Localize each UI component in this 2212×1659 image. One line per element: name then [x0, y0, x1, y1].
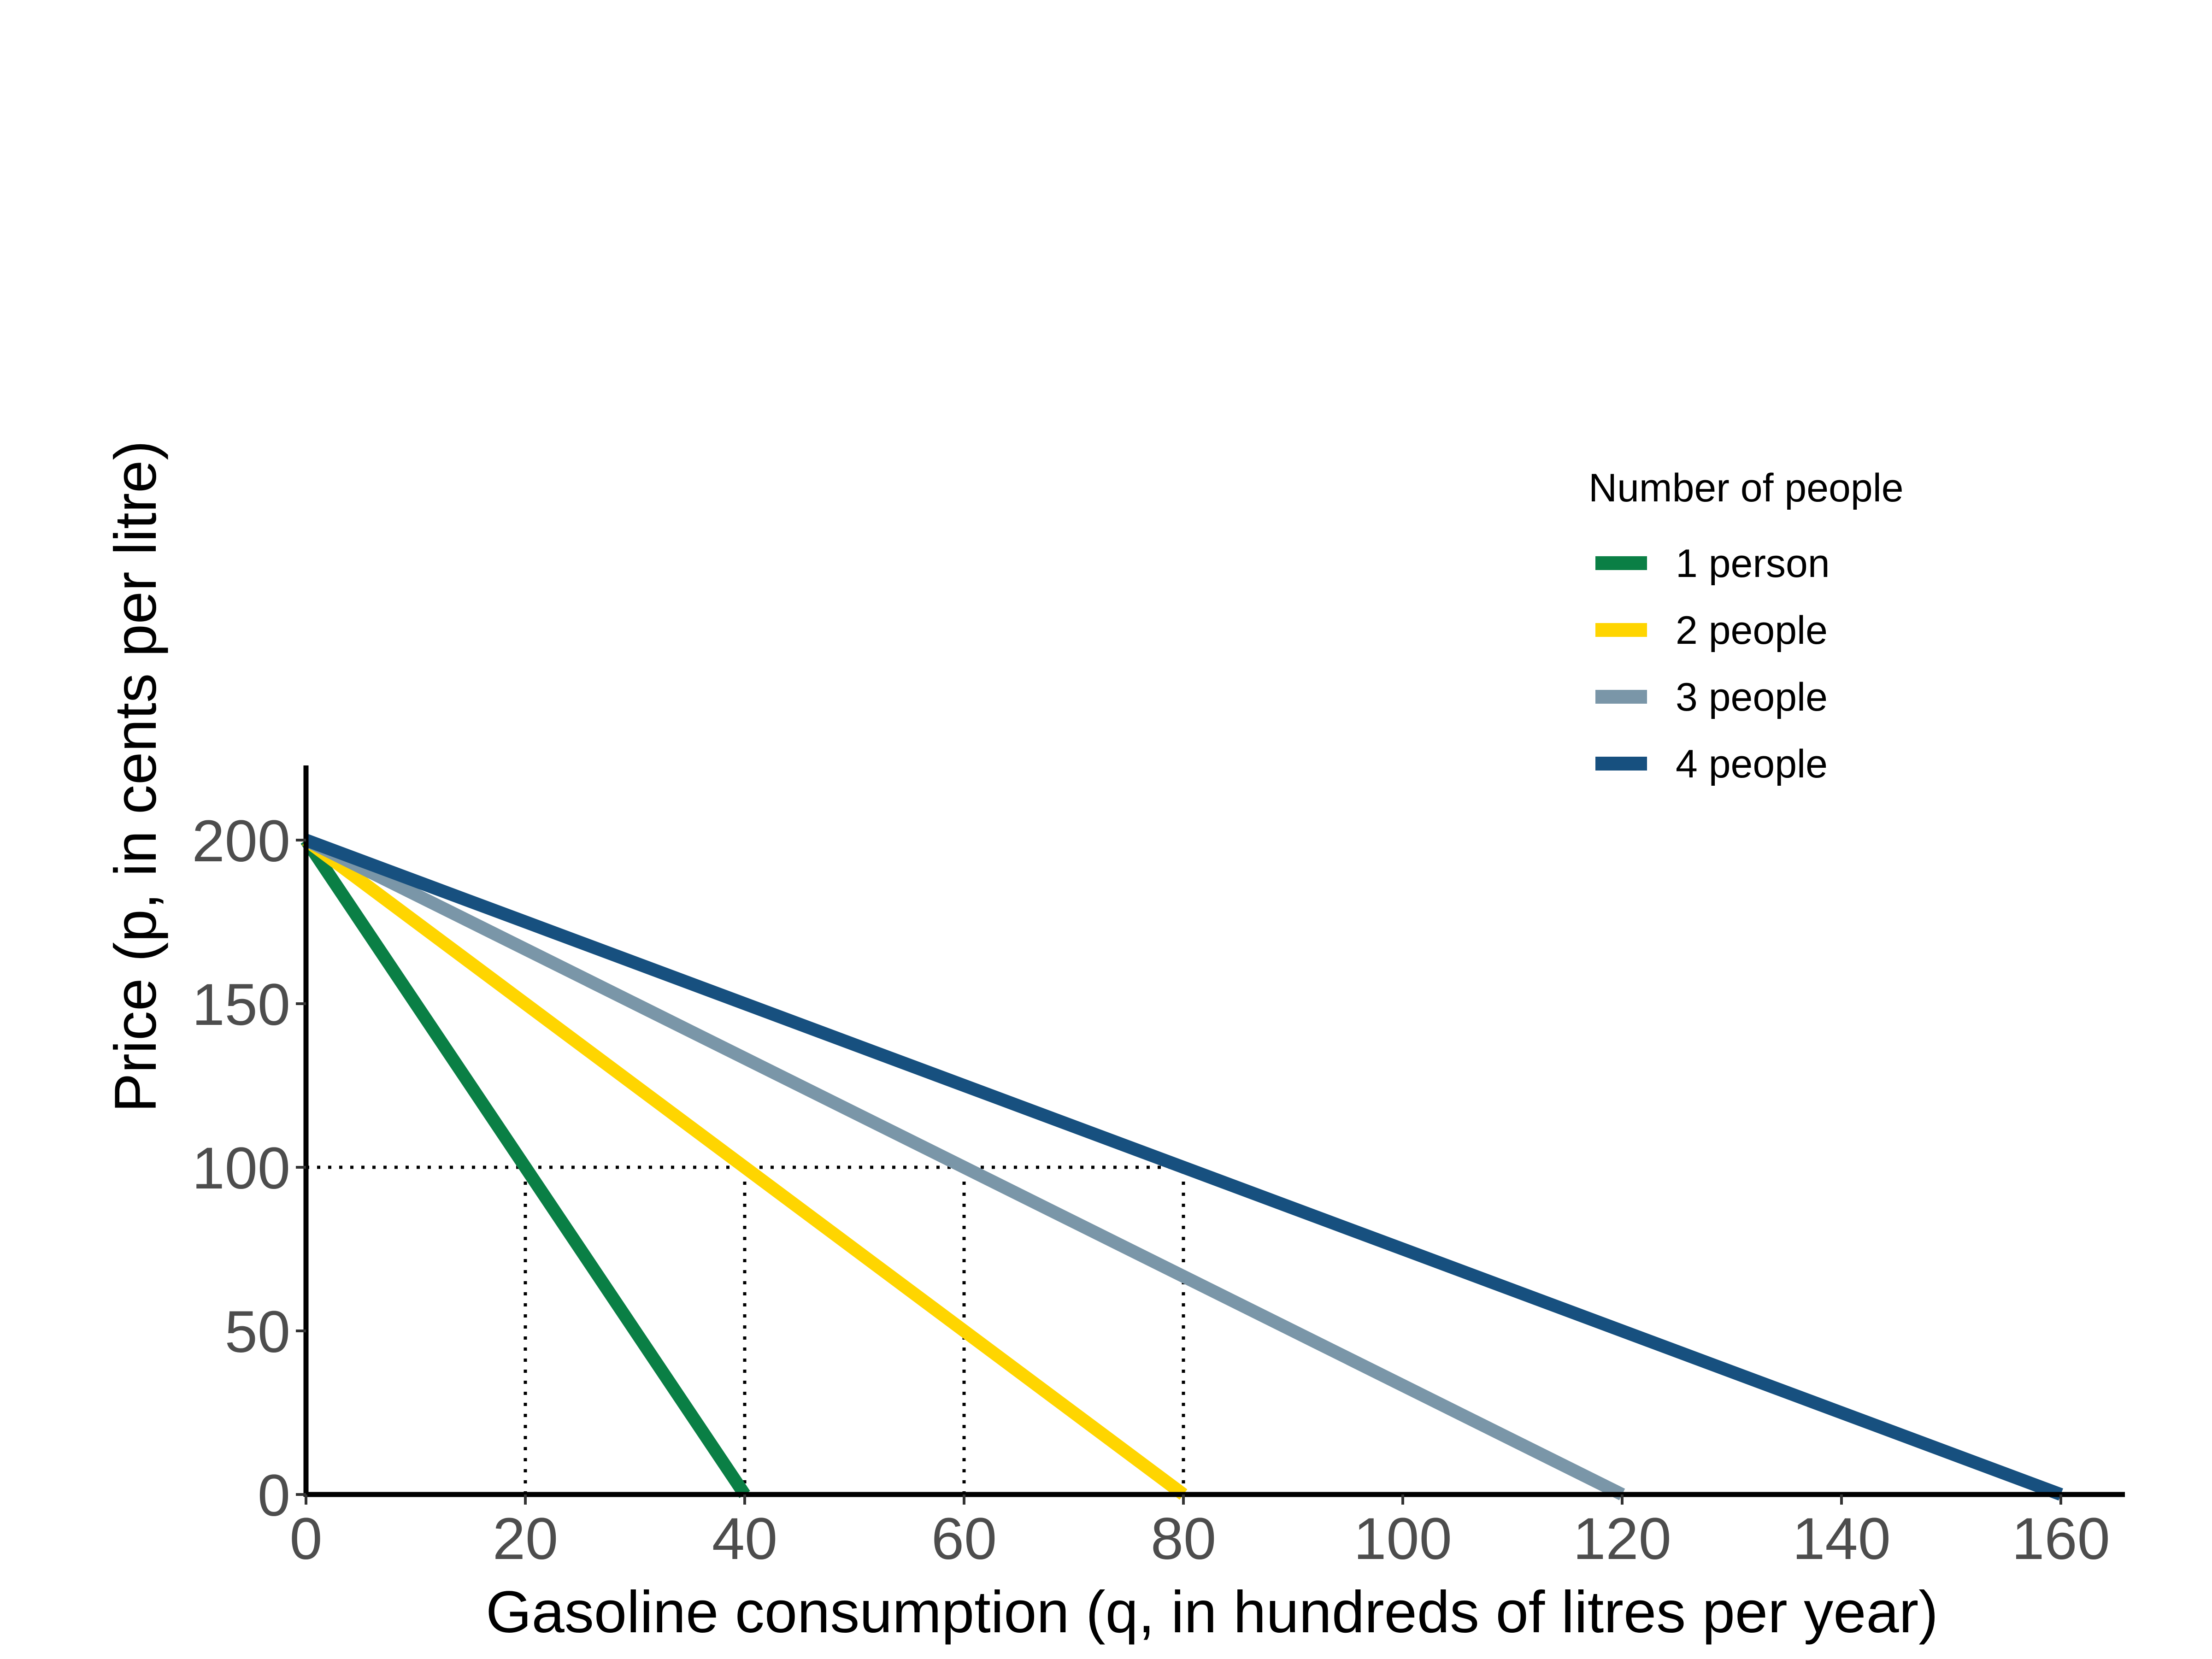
x-tick-label: 80: [1151, 1506, 1216, 1572]
series-line-2: [302, 835, 1188, 1500]
y-tick-label: 0: [258, 1463, 290, 1529]
x-tick-label: 40: [712, 1506, 777, 1572]
series-line-3: [303, 834, 1625, 1500]
y-tick-label: 150: [192, 972, 290, 1038]
x-tick-label: 20: [493, 1506, 558, 1572]
series-lines: [300, 834, 2063, 1501]
x-axis-title: Gasoline consumption (q, in hundreds of …: [486, 1579, 1938, 1645]
x-tick-label: 160: [2012, 1506, 2110, 1572]
x-tick-label: 60: [931, 1506, 997, 1572]
y-tick-label: 200: [192, 808, 290, 874]
legend: Number of people 1 person 2 people 3 peopl…: [1588, 466, 1904, 786]
reference-lines: [306, 1165, 1185, 1494]
legend-label-4: 4 people: [1676, 742, 1828, 786]
axes: [303, 765, 2125, 1497]
legend-label-1: 1 person: [1676, 541, 1830, 586]
legend-label-2: 2 people: [1676, 608, 1828, 653]
series-line-1: [300, 836, 750, 1498]
x-tick-label: 140: [1792, 1506, 1891, 1572]
ticks: 0 20 40 60 80 100 120 140 160 0 50 100 150 200: [192, 808, 2110, 1572]
legend-title: Number of people: [1588, 466, 1904, 510]
y-axis-title: Price (p, in cents per litre): [103, 441, 169, 1112]
y-tick-label: 50: [225, 1299, 290, 1365]
x-tick-label: 0: [289, 1506, 322, 1572]
legend-label-3: 3 people: [1676, 675, 1828, 719]
series-line-4: [304, 834, 2063, 1501]
x-tick-label: 100: [1353, 1506, 1452, 1572]
y-tick-label: 100: [192, 1135, 290, 1201]
x-tick-label: 120: [1573, 1506, 1671, 1572]
